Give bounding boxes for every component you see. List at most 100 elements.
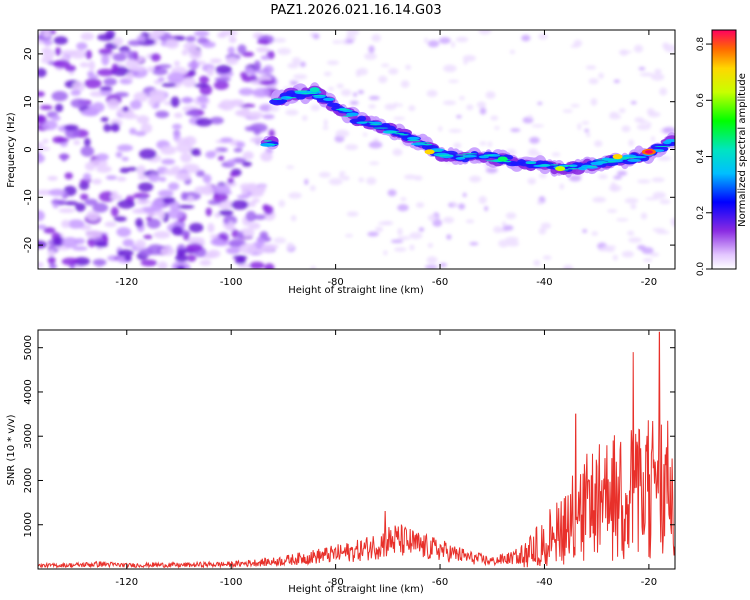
noise-blob <box>83 137 91 147</box>
noise-blob <box>349 100 359 105</box>
noise-blob <box>161 158 176 165</box>
noise-blob <box>521 34 531 42</box>
noise-blob <box>72 81 86 92</box>
colorbar-tick-label: 0.0 <box>696 262 706 277</box>
y-tick-label: -20 <box>23 237 34 253</box>
noise-blob <box>537 101 543 105</box>
noise-blob <box>116 176 127 182</box>
noise-blob <box>368 45 375 54</box>
noise-blob <box>186 243 203 252</box>
noise-blob <box>336 83 344 89</box>
noise-blob <box>178 204 195 209</box>
noise-blob <box>228 36 237 44</box>
noise-blob <box>157 261 168 269</box>
noise-blob <box>368 141 383 149</box>
noise-blob <box>48 188 67 197</box>
noise-blob <box>369 161 380 165</box>
noise-blob <box>129 99 142 110</box>
noise-blob <box>252 198 261 203</box>
noise-blob <box>47 256 56 265</box>
y-tick-label: 4000 <box>23 379 34 404</box>
ridge-blob <box>394 133 405 135</box>
ridge-blob <box>323 97 335 101</box>
noise-blob <box>427 243 434 248</box>
noise-blob <box>652 191 666 200</box>
noise-blob <box>50 199 67 204</box>
ridge-hotspot <box>424 149 435 155</box>
noise-blob <box>662 126 675 134</box>
y-tick-label: 10 <box>23 95 34 108</box>
noise-blob <box>478 30 492 35</box>
noise-blob <box>84 198 98 206</box>
noise-blob <box>103 77 117 86</box>
noise-blob <box>111 190 119 200</box>
noise-blob <box>659 199 671 205</box>
noise-blob <box>143 234 153 240</box>
noise-blob <box>456 115 462 119</box>
noise-blob <box>438 125 443 132</box>
noise-blob <box>616 218 629 222</box>
noise-blob <box>135 239 146 250</box>
noise-blob <box>394 247 407 252</box>
noise-blob <box>636 123 651 131</box>
noise-blob <box>49 263 57 269</box>
x-tick-label: -100 <box>220 577 243 588</box>
noise-blob <box>111 63 119 73</box>
noise-blob <box>253 214 266 220</box>
noise-blob <box>159 176 167 182</box>
y-tick-label: 2000 <box>23 468 34 493</box>
noise-blob <box>92 258 107 267</box>
noise-blob <box>73 256 90 266</box>
y-tick-label: 20 <box>23 48 34 61</box>
noise-blob <box>58 208 76 213</box>
ridge-blob <box>462 153 478 155</box>
noise-blob <box>253 126 261 136</box>
noise-blob <box>92 202 109 213</box>
noise-blob <box>213 80 229 90</box>
ridge-blob <box>665 138 675 142</box>
ridge-blob <box>550 164 559 166</box>
noise-blob <box>364 52 377 60</box>
noise-blob <box>61 219 71 229</box>
noise-blob <box>494 126 500 130</box>
noise-blob <box>51 90 68 102</box>
noise-blob <box>415 202 425 208</box>
noise-blob <box>338 173 344 179</box>
noise-blob <box>400 197 407 202</box>
noise-blob <box>119 167 130 174</box>
x-tick-label: -80 <box>327 577 343 588</box>
noise-blob <box>176 265 186 269</box>
noise-blob <box>318 171 331 178</box>
noise-blob <box>160 247 175 256</box>
noise-blob <box>38 261 44 268</box>
noise-blob <box>466 104 474 111</box>
noise-blob <box>60 153 68 162</box>
noise-blob <box>258 184 266 194</box>
noise-blob <box>183 41 198 51</box>
x-tick-label: -20 <box>641 577 657 588</box>
noise-blob <box>241 161 252 167</box>
noise-blob <box>241 51 255 57</box>
noise-blob <box>390 239 404 244</box>
noise-blob <box>312 33 320 40</box>
noise-blob <box>608 184 622 192</box>
noise-blob <box>498 239 510 248</box>
colorbar-ticks: 0.0 0.2 0.4 0.6 0.8 <box>696 37 712 277</box>
colorbar: 0.0 0.2 0.4 0.6 0.8 Normalized spectral ampl… <box>696 29 748 277</box>
noise-blob <box>129 127 137 135</box>
ridge-blob <box>276 98 288 104</box>
ridge-hotspot <box>309 87 320 93</box>
noise-blob <box>278 199 286 208</box>
ridge-hotspot <box>555 166 566 172</box>
noise-blob <box>194 185 210 195</box>
noise-blob <box>340 89 352 97</box>
colorbar-gradient <box>711 29 737 270</box>
spectrogram-x-label: Height of straight line (km) <box>288 285 424 296</box>
ridge-blob <box>439 154 454 156</box>
noise-blob <box>174 112 183 119</box>
noise-blob <box>458 203 466 210</box>
noise-blob <box>286 165 295 169</box>
noise-blob <box>345 144 359 151</box>
ridge-blob <box>285 96 297 99</box>
noise-blob <box>51 115 61 121</box>
